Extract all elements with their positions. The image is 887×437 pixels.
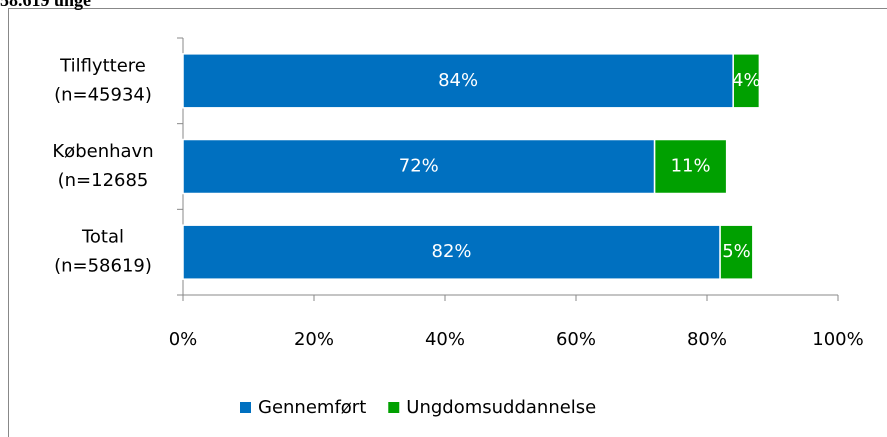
value-label: 11%	[671, 156, 711, 177]
category-label: København	[52, 141, 153, 162]
legend-label: Gennemført	[258, 397, 366, 418]
legend-swatch	[240, 402, 251, 413]
x-tick-label: 20%	[294, 329, 334, 350]
legend-swatch	[388, 402, 400, 413]
x-tick-label: 0%	[169, 329, 198, 350]
bar-segment	[653, 138, 728, 195]
category-label: Tilflyttere	[59, 55, 146, 76]
bar-segment	[719, 224, 754, 280]
x-tick-label: 60%	[556, 329, 596, 350]
x-tick-label: 80%	[687, 329, 727, 350]
category-label: (n=45934)	[54, 84, 152, 105]
category-label: (n=12685	[58, 170, 149, 191]
value-label: 82%	[432, 241, 472, 262]
category-label: Total	[81, 227, 124, 248]
value-label: 84%	[438, 70, 478, 91]
category-label: (n=58619)	[54, 256, 152, 277]
bar-segment	[732, 53, 761, 109]
value-label: 4%	[732, 70, 761, 91]
chart-title: 58.619 unge	[0, 0, 91, 10]
bar-segment	[182, 138, 656, 195]
legend-label: Ungdomsuddannelse	[406, 397, 596, 418]
value-label: 72%	[399, 156, 439, 177]
value-label: 5%	[722, 241, 751, 262]
x-tick-label: 40%	[425, 329, 465, 350]
x-tick-label: 100%	[812, 329, 863, 350]
